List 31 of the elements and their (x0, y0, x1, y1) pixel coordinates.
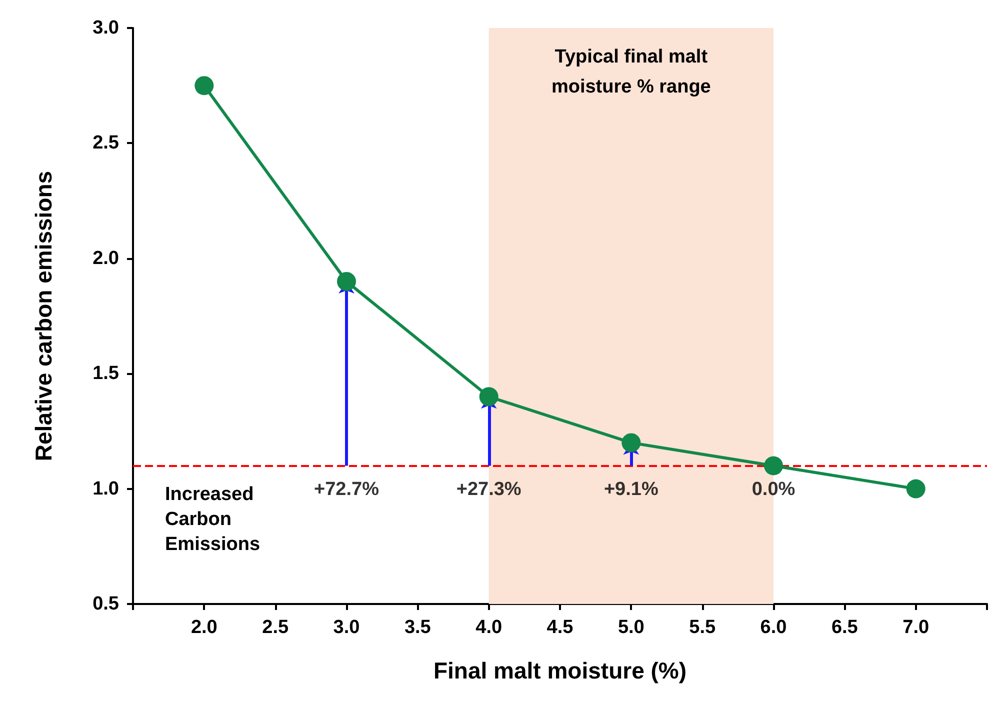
x-tick-label: 6.5 (831, 617, 858, 638)
y-tick-label: 2.5 (92, 132, 120, 154)
x-axis-title: Final malt moisture (%) (433, 658, 687, 684)
y-tick-label: 1.5 (92, 363, 120, 384)
x-tick-label: 3.0 (333, 617, 360, 638)
x-tick-label: 2.5 (262, 617, 289, 638)
x-tick-label: 5.0 (618, 617, 644, 638)
x-tick-label: 4.5 (546, 617, 574, 638)
annotation: +72.7% (314, 478, 380, 500)
x-tick-label: 6.0 (760, 617, 787, 638)
y-tick-label: 0.5 (92, 594, 120, 614)
y-axis-title: Relative carbon emissions (30, 170, 56, 462)
point (622, 433, 641, 452)
y-tick-label: 3.0 (92, 18, 119, 38)
point (764, 456, 783, 476)
y-tick-label: 2.0 (92, 248, 119, 269)
x-tick-label: 7.0 (902, 617, 930, 638)
band-label: Typical final malt moisture % range (551, 46, 711, 98)
point (479, 387, 498, 406)
annotation: +9.1% (604, 478, 658, 500)
x-tick-label: 5.5 (689, 617, 716, 638)
x-tick-label: 3.5 (404, 617, 432, 638)
point (194, 76, 214, 96)
point (337, 272, 356, 291)
annotation: +27.3% (456, 478, 522, 500)
point (906, 479, 926, 498)
y-tick-label: 1.0 (92, 478, 119, 500)
x-tick-label: 4.0 (476, 617, 502, 638)
annotation: Increased Carbon Emissions (165, 484, 260, 555)
x-tick-label: 2.0 (190, 617, 218, 638)
annotation: 0.0% (752, 478, 796, 500)
